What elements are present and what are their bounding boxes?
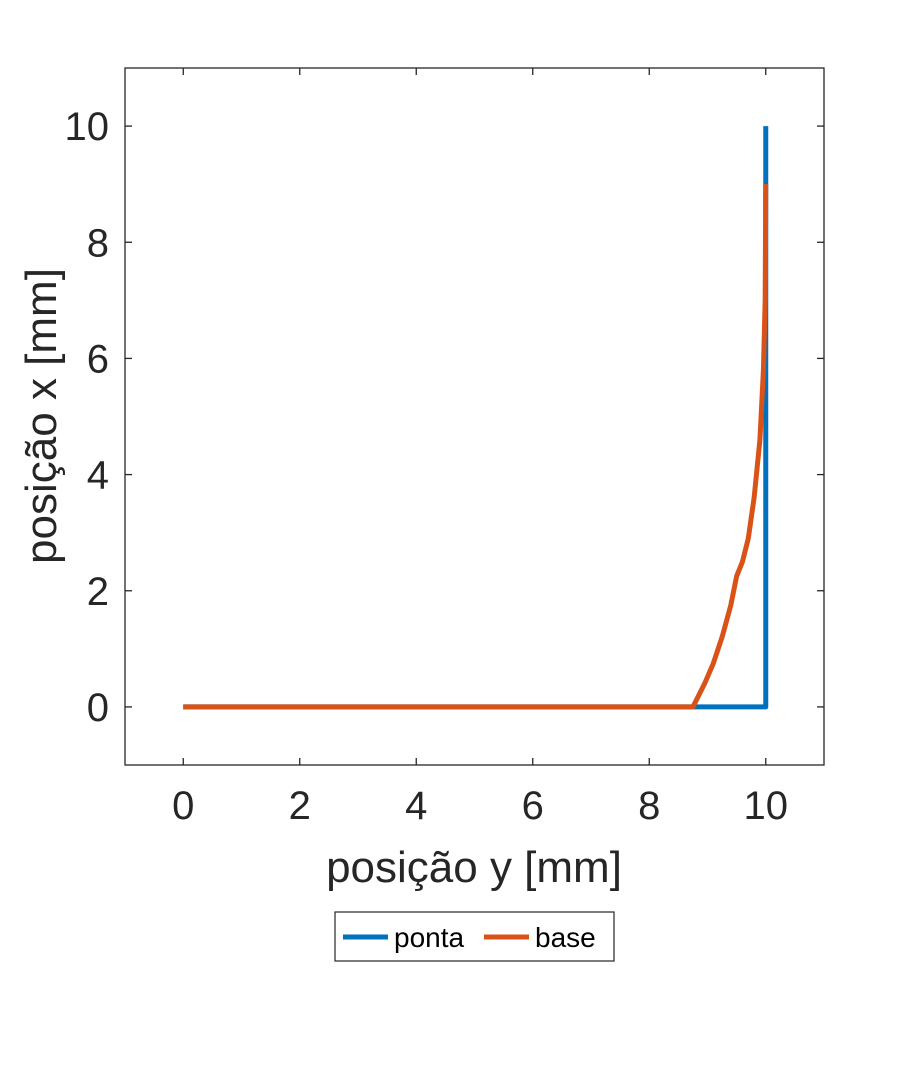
y-tick-label: 0 [87, 686, 109, 730]
ticks [125, 68, 824, 765]
series-line-base [183, 184, 769, 710]
tick-labels: 0 2 4 6 8 10 0 2 4 6 8 10 [65, 105, 789, 828]
x-tick-label: 2 [289, 784, 311, 828]
y-tick-label: 8 [87, 221, 109, 265]
x-tick-label: 10 [744, 784, 789, 828]
x-tick-label: 6 [522, 784, 544, 828]
y-tick-label: 4 [87, 454, 109, 498]
y-tick-label: 10 [65, 105, 110, 149]
legend-label-ponta: ponta [394, 922, 464, 953]
x-tick-label: 4 [405, 784, 427, 828]
x-axis-title: posição y [mm] [326, 843, 622, 892]
series-lines [183, 126, 769, 710]
y-axis-title: posição x [mm] [17, 268, 66, 564]
y-tick-label: 2 [87, 570, 109, 614]
x-tick-label: 0 [172, 784, 194, 828]
plot-area [124, 67, 825, 766]
y-tick-label: 6 [87, 337, 109, 381]
legend-label-base: base [535, 922, 596, 953]
x-tick-label: 8 [638, 784, 660, 828]
legend: ponta base [334, 911, 615, 962]
